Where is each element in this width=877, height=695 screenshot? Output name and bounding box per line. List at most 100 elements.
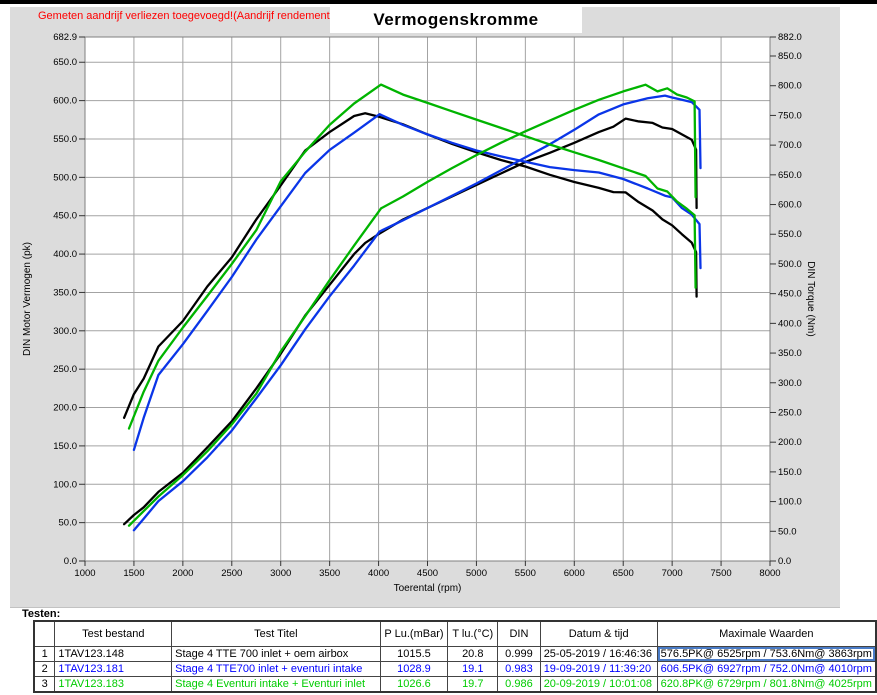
table-cell[interactable]: 20-09-2019 / 10:01:08	[539, 676, 658, 693]
x-axis-tick-label: 1000	[74, 568, 95, 579]
right-axis-tick-label: 500.0	[778, 259, 802, 270]
left-axis-tick-label: 450.0	[53, 211, 77, 222]
column-header-Test bestand: Test bestand	[54, 620, 173, 647]
tests-table-header: Test bestand Test Titel P Lu.(mBar) T lu.(°…	[33, 620, 877, 647]
left-axis-tick-label: 600.0	[53, 96, 77, 107]
left-axis-tick-label: 250.0	[53, 364, 77, 375]
right-axis-tick-label: 850.0	[778, 51, 802, 62]
table-cell[interactable]: 576.5PK@ 6525rpm / 753.6Nm@ 3863rpm	[656, 646, 877, 662]
right-axis-title: DIN Torque (Nm)	[805, 261, 816, 336]
right-axis-tick-label: 800.0	[778, 81, 802, 92]
x-axis-tick-label: 3000	[270, 568, 291, 579]
table-cell[interactable]: 0.999	[497, 646, 541, 662]
power-curve-run-2	[132, 94, 702, 532]
table-cell[interactable]: 0.986	[497, 676, 541, 693]
column-header-Datum & tijd: Datum & tijd	[539, 620, 658, 647]
right-axis-tick-label: 450.0	[778, 289, 802, 300]
table-cell[interactable]: 20.8	[447, 646, 499, 662]
x-axis-tick-label: 8000	[759, 568, 780, 579]
tests-table-header-row: Test bestand Test Titel P Lu.(mBar) T lu.(°…	[33, 620, 877, 647]
table-cell[interactable]: 1028.9	[379, 661, 449, 677]
left-axis-tick-label: 0.0	[64, 556, 77, 567]
left-axis-tick-label: 650.0	[53, 57, 77, 68]
table-row: 2 1TAV123.181 Stage 4 TTE700 inlet + event…	[33, 661, 877, 677]
chart-panel: Gemeten aandrijf verliezen toegevoegd!(A…	[10, 7, 840, 608]
dyno-chart[interactable]: 682.9 650.0 600.0 550.0 500.0 450.0 400.0 350.0…	[10, 7, 840, 607]
table-cell[interactable]: 606.5PK@ 6927rpm / 752.0Nm@ 4010rpm	[656, 661, 877, 677]
left-axis-title: DIN Motor Vermogen (pk)	[22, 242, 33, 356]
left-axis-tick-label: 682.9	[53, 32, 77, 43]
x-axis-tick-label: 6000	[564, 568, 585, 579]
table-cell[interactable]: 1TAV123.183	[54, 676, 173, 693]
left-axis-tick-label: 400.0	[53, 249, 77, 260]
left-axis-tick-label: 350.0	[53, 287, 77, 298]
chart-title: Vermogenskromme	[373, 10, 539, 29]
right-axis-tick-label: 700.0	[778, 140, 802, 151]
right-axis-tick-label: 300.0	[778, 378, 802, 389]
x-axis-tick-label: 4500	[417, 568, 438, 579]
x-axis-tick-label: 1500	[123, 568, 144, 579]
left-axis-tick-label: 200.0	[53, 403, 77, 414]
table-cell[interactable]: 1015.5	[379, 646, 449, 662]
right-axis-tick-label: 550.0	[778, 229, 802, 240]
table-cell[interactable]: Stage 4 Eventuri intake + Eventuri inlet	[171, 676, 381, 693]
table-cell[interactable]: 620.8PK@ 6729rpm / 801.8Nm@ 4025rpm	[656, 676, 877, 693]
right-axis-tick-label: 50.0	[778, 526, 797, 537]
x-axis-tick-label: 7500	[711, 568, 732, 579]
table-cell[interactable]: 1TAV123.148	[54, 646, 173, 662]
right-axis-tick-label: 200.0	[778, 437, 802, 448]
table-cell[interactable]: 19.1	[447, 661, 499, 677]
table-cell[interactable]: Stage 4 TTE 700 inlet + oem airbox	[171, 646, 381, 662]
column-header-row-number	[33, 620, 56, 647]
right-axis-tick-label: 100.0	[778, 497, 802, 508]
torque-curve-run-3	[127, 83, 697, 430]
column-header-DIN: DIN	[497, 620, 541, 647]
table-cell[interactable]: Stage 4 TTE700 inlet + eventuri intake	[171, 661, 381, 677]
table-cell[interactable]: 2	[33, 661, 56, 677]
left-axis-tick-label: 100.0	[53, 479, 77, 490]
tests-section-label: Testen:	[22, 608, 61, 620]
right-axis-tick-label: 650.0	[778, 170, 802, 181]
table-cell[interactable]: 1TAV123.181	[54, 661, 173, 677]
chart-title-box: Vermogenskromme	[330, 7, 582, 33]
x-axis-title: Toerental (rpm)	[394, 583, 462, 594]
x-axis-tick-label: 2000	[172, 568, 193, 579]
right-axis-tick-label: 600.0	[778, 200, 802, 211]
table-cell[interactable]: 1026.6	[379, 676, 449, 693]
right-axis-tick-label: 150.0	[778, 467, 802, 478]
x-axis-tick-label: 5500	[515, 568, 536, 579]
table-row: 3 1TAV123.183 Stage 4 Eventuri intake + Ev…	[33, 676, 877, 693]
column-header-P Lu.(mBar): P Lu.(mBar)	[379, 620, 449, 647]
tests-table-body: 1 1TAV123.148 Stage 4 TTE 700 inlet + oem …	[33, 646, 877, 693]
column-header-Test Titel: Test Titel	[171, 620, 381, 647]
power-curve-run-3	[127, 83, 697, 527]
table-cell[interactable]: 3	[33, 676, 56, 693]
right-axis-tick-label: 400.0	[778, 318, 802, 329]
column-header-T lu.(°C): T lu.(°C)	[447, 620, 499, 647]
torque-curve-run-2	[132, 113, 702, 452]
x-axis-tick-label: 7000	[662, 568, 683, 579]
table-cell[interactable]: 1	[33, 646, 56, 662]
right-axis-tick-label: 350.0	[778, 348, 802, 359]
x-axis-tick-label: 5000	[466, 568, 487, 579]
right-axis-tick-label: 750.0	[778, 110, 802, 121]
right-axis-tick-label: 0.0	[778, 556, 791, 567]
table-cell[interactable]: 19.7	[447, 676, 499, 693]
left-axis-tick-label: 50.0	[59, 518, 78, 529]
column-header-Maximale Waarden: Maximale Waarden	[656, 620, 877, 647]
left-axis-tick-label: 500.0	[53, 172, 77, 183]
right-axis-tick-label: 882.0	[778, 32, 802, 43]
window-top-border	[0, 0, 877, 4]
x-axis-tick-label: 2500	[221, 568, 242, 579]
left-axis-tick-label: 150.0	[53, 441, 77, 452]
tests-table: Test bestand Test Titel P Lu.(mBar) T lu.(°…	[33, 620, 877, 693]
table-cell[interactable]: 19-09-2019 / 11:39:20	[539, 661, 658, 677]
x-axis-tick-label: 3500	[319, 568, 340, 579]
left-axis-tick-label: 300.0	[53, 326, 77, 337]
table-row: 1 1TAV123.148 Stage 4 TTE 700 inlet + oem …	[33, 646, 877, 662]
drivetrain-loss-note: Gemeten aandrijf verliezen toegevoegd!(A…	[38, 10, 371, 22]
table-cell[interactable]: 0.983	[497, 661, 541, 677]
x-axis-tick-label: 6500	[613, 568, 634, 579]
right-axis-tick-label: 250.0	[778, 407, 802, 418]
table-cell[interactable]: 25-05-2019 / 16:46:36	[539, 646, 658, 662]
